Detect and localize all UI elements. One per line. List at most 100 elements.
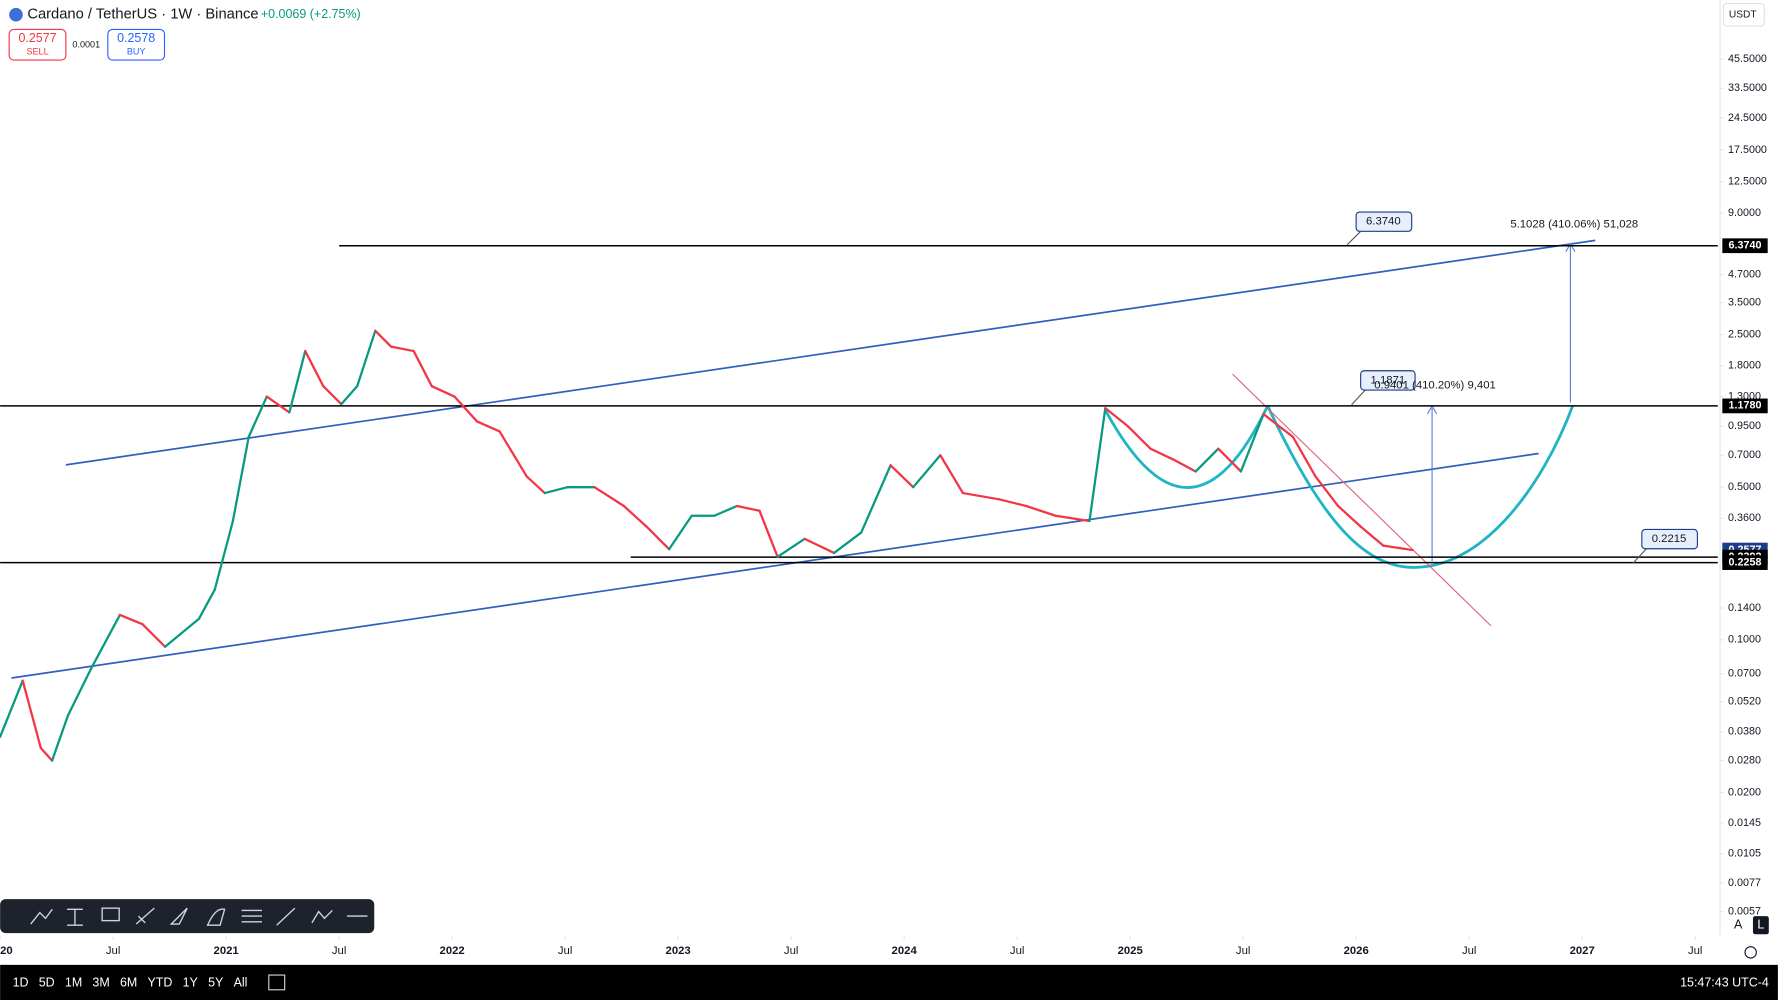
range-button[interactable]: YTD: [147, 975, 172, 989]
price-segment: [645, 525, 671, 551]
buy-button[interactable]: [107, 28, 166, 61]
currency-button[interactable]: [1722, 2, 1765, 27]
price-axis-tag-text: 1.1780: [1729, 400, 1762, 412]
price-segment: [1217, 447, 1243, 473]
price-segment: [961, 491, 1001, 501]
y-tick-label: 0.0057: [1728, 905, 1761, 917]
callout-pointer: [1632, 548, 1647, 564]
price-segment: [265, 395, 291, 414]
price-segment: [247, 395, 268, 438]
price-segment: [939, 454, 965, 495]
price-segment: [758, 509, 779, 558]
price-segment: [1171, 458, 1197, 473]
price-segment: [0, 679, 24, 738]
y-tick-label: 0.5000: [1728, 481, 1761, 493]
y-tick-label: 1.3000: [1728, 390, 1761, 402]
auto-scale[interactable]: A: [1734, 917, 1743, 931]
callout-pointer: [1346, 230, 1362, 246]
coin-icon: [9, 7, 23, 22]
price-axis-tag: [1722, 398, 1768, 414]
x-tick-label: 2022: [440, 945, 465, 957]
sell-button[interactable]: [8, 28, 67, 61]
y-tick-label: 17.5000: [1728, 144, 1767, 156]
price-segment: [860, 464, 892, 534]
y-tick-label: 0.3600: [1728, 512, 1761, 524]
sell-price: 0.2577: [18, 31, 56, 45]
price-series: [0, 329, 1414, 762]
range-button[interactable]: 1D: [13, 975, 29, 989]
buy-price: 0.2578: [117, 31, 155, 45]
price-change: +0.0069 (+2.75%): [261, 7, 361, 21]
price-segment: [389, 345, 415, 353]
price-segment: [1359, 525, 1385, 547]
y-tick-label: 2.5000: [1728, 328, 1761, 340]
range-button[interactable]: 1Y: [183, 975, 199, 989]
x-tick-label: Jul: [106, 945, 120, 957]
price-segment: [1025, 504, 1057, 517]
date-range-icon[interactable]: [268, 974, 286, 991]
price-segment: [374, 329, 393, 348]
settings-icon[interactable]: [1744, 946, 1757, 959]
channel-upper: [65, 239, 1596, 466]
range-button[interactable]: 5Y: [208, 975, 224, 989]
tool-icons: [30, 907, 368, 926]
price-segment: [340, 385, 359, 406]
price-segment: [1088, 407, 1107, 523]
tool-icon[interactable]: [311, 909, 333, 924]
tool-icon[interactable]: [206, 908, 226, 926]
price-axis-tag: [1722, 555, 1768, 570]
price-segment: [21, 679, 42, 750]
y-tick-label: 12.5000: [1728, 176, 1767, 188]
tool-icon[interactable]: [67, 908, 83, 926]
price-segment: [197, 588, 216, 620]
range-button[interactable]: All: [234, 975, 248, 989]
y-tick-label: 33.5000: [1728, 82, 1767, 94]
tool-icon[interactable]: [101, 907, 120, 922]
price-segment: [912, 454, 942, 489]
price-segment: [1054, 514, 1091, 523]
price-segment: [322, 385, 343, 406]
price-segment: [1262, 412, 1295, 438]
x-tick-label: 2021: [214, 945, 239, 957]
price-axis-tag-text: 0.2258: [1729, 556, 1762, 568]
callout-text: 1.1871: [1371, 374, 1406, 386]
price-segment: [735, 504, 761, 512]
y-tick-label: 0.0280: [1728, 754, 1761, 766]
price-segment: [889, 464, 915, 489]
price-segment: [50, 714, 70, 762]
range-button[interactable]: 3M: [92, 975, 109, 989]
log-scale-button[interactable]: [1752, 916, 1769, 935]
range-button[interactable]: 1M: [65, 975, 82, 989]
tool-icon[interactable]: [241, 909, 263, 923]
x-tick-label: Jul: [1688, 945, 1702, 957]
measure-label: 0.9401 (410.20%) 9,401: [1374, 379, 1496, 391]
tool-icon[interactable]: [276, 907, 296, 926]
y-tick-label: 9.0000: [1728, 207, 1761, 219]
price-segment: [803, 537, 836, 555]
callout-box: [1360, 370, 1416, 391]
range-button[interactable]: 6M: [120, 975, 137, 989]
price-segment: [713, 504, 739, 517]
y-tick-label: 0.0380: [1728, 725, 1761, 737]
range-button[interactable]: 5D: [39, 975, 55, 989]
price-segment: [1382, 544, 1414, 552]
x-tick-label: 2024: [892, 945, 918, 957]
tool-icon[interactable]: [30, 908, 53, 925]
y-tick-label: 0.9500: [1728, 420, 1761, 432]
tool-icon[interactable]: [169, 907, 188, 925]
cup-small: [1104, 405, 1269, 489]
price-segment: [213, 519, 235, 591]
price-segment: [1314, 475, 1340, 508]
price-segment: [118, 613, 144, 626]
downtrend-line: [1232, 373, 1492, 627]
clock: 15:47:43 UTC-4: [1680, 975, 1769, 989]
y-tick-label: 0.0700: [1728, 668, 1761, 680]
y-tick-label: 3.5000: [1728, 296, 1761, 308]
callout-box: [1641, 528, 1698, 550]
price-segment: [231, 435, 250, 523]
x-tick-label: Jul: [1010, 945, 1024, 957]
tool-icon[interactable]: [135, 907, 155, 925]
y-tick-label: 45.5000: [1728, 53, 1767, 65]
price-segment: [832, 531, 863, 555]
y-tick-label: 0.0077: [1728, 877, 1761, 889]
